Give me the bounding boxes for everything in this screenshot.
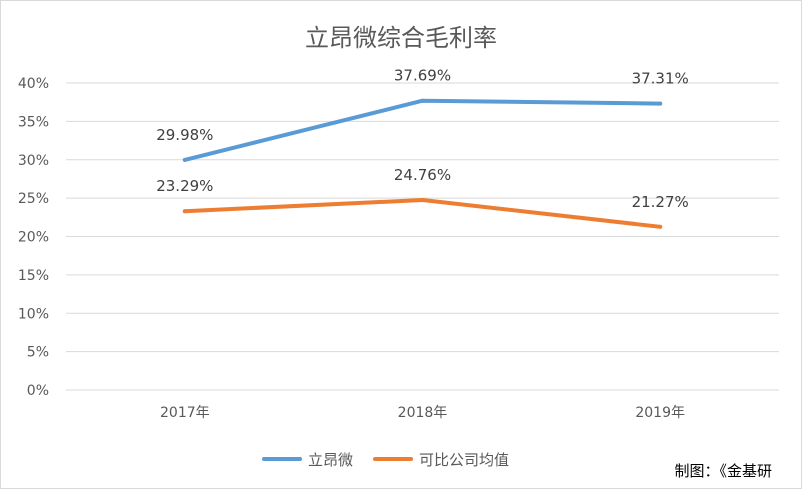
data-label: 37.31%: [632, 70, 689, 88]
y-tick-label: 10%: [18, 306, 49, 322]
data-label: 23.29%: [156, 177, 213, 195]
data-label: 21.27%: [632, 193, 689, 211]
y-tick-label: 30%: [18, 153, 49, 169]
y-tick-label: 40%: [18, 76, 49, 92]
y-tick-label: 35%: [18, 114, 49, 130]
x-axis-ticks: 2017年 2018年 2019年: [160, 405, 685, 421]
legend-label: 可比公司均值: [419, 451, 509, 469]
data-label: 37.69%: [394, 67, 451, 85]
data-point: [420, 98, 425, 103]
y-tick-label: 20%: [18, 230, 49, 246]
legend-label: 立昂微: [308, 451, 353, 469]
y-tick-label: 0%: [27, 383, 49, 399]
y-tick-label: 15%: [18, 268, 49, 284]
data-label: 24.76%: [394, 166, 451, 184]
data-label: 29.98%: [156, 126, 213, 144]
y-tick-label: 25%: [18, 191, 49, 207]
legend: 立昂微 可比公司均值: [262, 451, 509, 469]
data-point: [182, 157, 187, 162]
x-tick-label: 2017年: [160, 405, 210, 421]
data-labels: 29.98% 37.69% 37.31% 23.29% 24.76% 21.27%: [156, 67, 689, 211]
data-point: [182, 209, 187, 214]
chart-title: 立昂微综合毛利率: [305, 24, 497, 52]
x-tick-label: 2018年: [398, 405, 448, 421]
x-tick-label: 2019年: [635, 405, 685, 421]
series-lines: [182, 98, 663, 229]
data-point: [658, 224, 663, 229]
y-axis-ticks: 0% 5% 10% 15% 20% 25% 30% 35% 40%: [18, 76, 49, 399]
data-point: [658, 101, 663, 106]
chart-credit: 制图：《金基研: [674, 462, 772, 480]
data-point: [420, 197, 425, 202]
series-line: [182, 98, 663, 162]
series-line: [182, 198, 663, 229]
y-tick-label: 5%: [27, 345, 49, 361]
